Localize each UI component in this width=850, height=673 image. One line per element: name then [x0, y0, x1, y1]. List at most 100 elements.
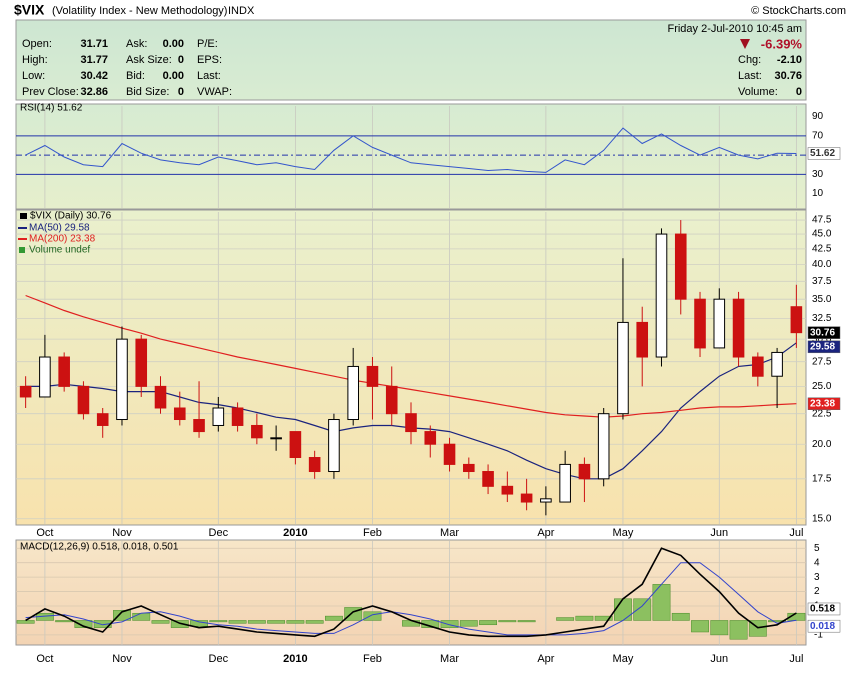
candle-body: [405, 413, 417, 433]
candle-body: [674, 233, 687, 300]
value-label: 0.018: [810, 621, 835, 632]
x-tick-label: Oct: [36, 527, 53, 539]
candle-body: [713, 298, 726, 349]
change-pct: -6.39%: [761, 36, 803, 51]
panel-title: MACD(12,26,9) 0.518, 0.018, 0.501: [20, 542, 179, 553]
histogram-bar: [363, 611, 382, 621]
y-tick-label: -1: [814, 630, 823, 641]
histogram-bar: [710, 620, 729, 636]
histogram-bar: [459, 620, 478, 627]
field-value: -2.10: [777, 54, 802, 66]
x-tick-label: Jun: [710, 653, 728, 665]
candle-body: [559, 463, 571, 503]
histogram-bar: [74, 620, 93, 628]
histogram-bar: [113, 610, 131, 621]
histogram-bar: [671, 612, 690, 621]
candle-body: [578, 463, 591, 480]
histogram-bar: [228, 620, 247, 624]
histogram-bar: [614, 598, 632, 621]
value-box: [807, 397, 841, 410]
y-tick-label: 40.0: [812, 259, 832, 270]
candle-body: [39, 356, 51, 398]
value-box: [807, 619, 841, 633]
field-label: Last:: [197, 70, 221, 82]
field-label: Last:: [738, 70, 762, 82]
field-label: P/E:: [197, 38, 218, 50]
candle-body: [328, 419, 340, 473]
y-tick-label: 42.5: [812, 244, 832, 255]
field-value: 0: [178, 54, 184, 66]
legend-icon: [20, 213, 27, 219]
x-tick-label: Jul: [789, 653, 803, 665]
y-tick-label: 45.0: [812, 229, 832, 240]
y-tick-label: 20.0: [812, 439, 832, 450]
credit: © StockCharts.com: [751, 5, 846, 17]
field-label: Open:: [22, 38, 52, 50]
y-tick-label: 30: [812, 169, 824, 180]
y-tick-label: 4: [814, 557, 820, 568]
field-label: Chg:: [738, 54, 761, 66]
symbol: $VIX: [14, 2, 45, 18]
candle-body: [77, 385, 90, 415]
field-label: Prev Close:: [22, 86, 79, 98]
histogram-bar: [498, 620, 517, 623]
field-label: VWAP:: [197, 86, 232, 98]
field-value: 0.00: [163, 38, 184, 50]
x-tick-label: Apr: [537, 653, 554, 665]
x-tick-label: Mar: [440, 653, 459, 665]
histogram-bar: [691, 620, 709, 633]
histogram-bar: [247, 620, 266, 624]
x-tick-label: May: [613, 653, 634, 665]
candle-body: [135, 338, 148, 387]
candle-body: [501, 485, 514, 495]
value-box: [807, 602, 841, 616]
y-tick-label: 2: [814, 586, 820, 597]
candle-body: [366, 365, 379, 387]
histogram-bar: [768, 620, 787, 623]
x-tick-label: May: [613, 527, 634, 539]
candle-body: [655, 233, 668, 358]
price-panel: [15, 209, 807, 526]
histogram-bar: [402, 620, 420, 627]
candle-body: [251, 424, 263, 439]
value-box: [807, 340, 841, 354]
y-tick-label: 27.5: [812, 356, 832, 367]
value-label: 29.58: [810, 341, 835, 352]
value-label: 23.38: [810, 398, 835, 409]
field-label: EPS:: [197, 54, 222, 66]
legend-title: $VIX (Daily) 30.76: [30, 211, 112, 222]
candle-body: [308, 457, 321, 473]
histogram-bar: [55, 620, 74, 623]
candle-body: [58, 356, 70, 387]
x-tick-label: Nov: [112, 527, 132, 539]
histogram-bar: [575, 615, 594, 621]
legend-entry: Volume undef: [29, 245, 90, 256]
candle-body: [173, 407, 186, 421]
legend-entry: MA(50) 29.58: [29, 223, 90, 234]
field-label: High:: [22, 54, 48, 66]
candle-body: [385, 385, 398, 415]
candle-body: [482, 471, 494, 487]
histogram-bar: [151, 620, 170, 624]
field-value: 32.86: [80, 86, 108, 98]
value-label: 51.62: [810, 148, 835, 159]
field-label: Ask Size:: [126, 54, 172, 66]
y-tick-label: 3: [814, 572, 820, 583]
field-label: Low:: [22, 70, 45, 82]
histogram-bar: [440, 620, 459, 628]
field-value: 0: [796, 86, 802, 98]
field-value: 0: [178, 86, 184, 98]
info-panel: [15, 19, 807, 101]
x-tick-label: Mar: [440, 527, 459, 539]
candle-body: [443, 443, 456, 465]
x-tick-label: Feb: [363, 653, 382, 665]
x-tick-label: Dec: [209, 527, 229, 539]
histogram-bar: [132, 612, 151, 621]
candle-body: [96, 413, 109, 426]
candle-body: [193, 419, 205, 433]
histogram-bar: [209, 620, 228, 623]
rsi-panel: [15, 103, 807, 210]
date: Friday 2-Jul-2010 10:45 am: [667, 23, 802, 35]
x-tick-label: Jul: [789, 527, 803, 539]
candle-body: [540, 498, 552, 503]
